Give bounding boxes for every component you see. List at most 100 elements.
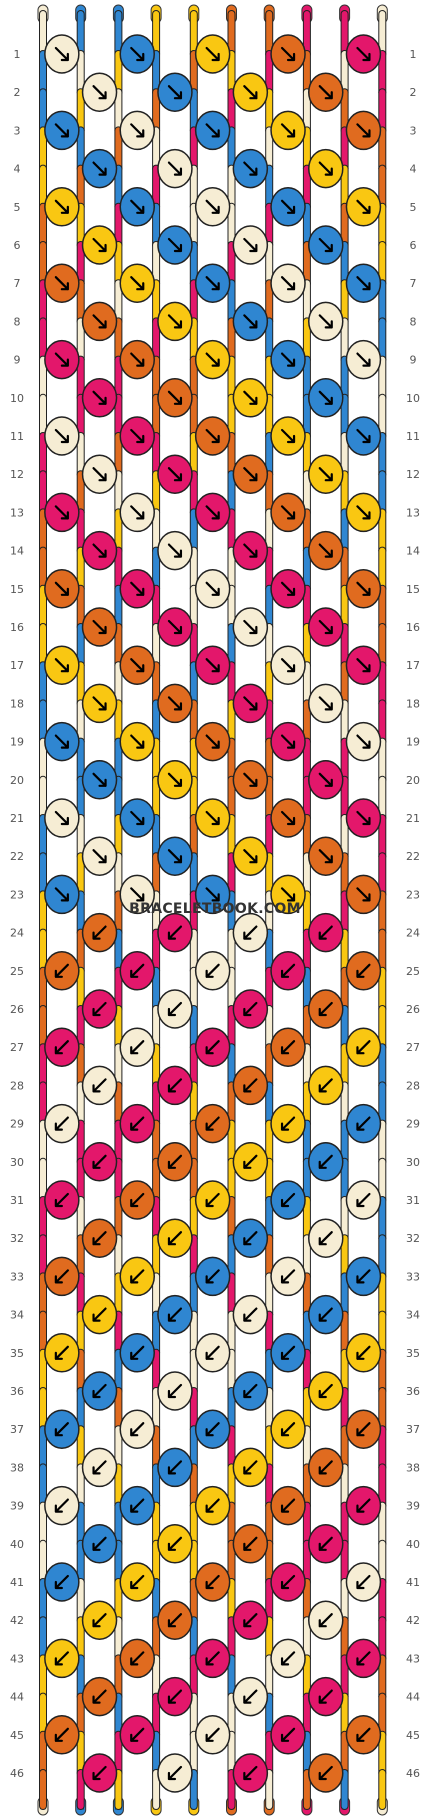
arrow-down-right-icon: [167, 543, 183, 558]
arrow-down-left-icon: [318, 1154, 333, 1169]
row-label-right: 12: [406, 468, 420, 481]
knot: [81, 530, 118, 571]
arrow-down-left-icon: [280, 1345, 296, 1360]
knot: [119, 1180, 155, 1220]
arrow-down-right-icon: [318, 314, 333, 329]
arrow-down-right-icon: [243, 849, 258, 864]
arrow-down-right-icon: [54, 46, 69, 62]
knot: [345, 1256, 382, 1297]
knot: [44, 721, 80, 762]
knot: [157, 301, 193, 342]
arrow-down-right-icon: [318, 696, 333, 711]
row-label-left: 8: [14, 315, 21, 328]
knot: [194, 1256, 231, 1297]
arrow-down-right-icon: [243, 467, 258, 482]
arrow-down-right-icon: [243, 314, 258, 329]
arrow-down-left-icon: [54, 1498, 69, 1513]
knot: [119, 1715, 155, 1755]
knot: [44, 263, 80, 303]
knot: [308, 301, 344, 342]
knot: [194, 110, 231, 151]
arrow-down-left-icon: [243, 1154, 258, 1169]
knot: [157, 1753, 193, 1793]
arrow-down-right-icon: [280, 199, 296, 214]
knot: [194, 34, 231, 74]
arrow-down-right-icon: [356, 734, 371, 749]
arrow-down-right-icon: [54, 887, 69, 902]
arrow-down-right-icon: [318, 161, 333, 176]
arrow-down-left-icon: [130, 1574, 145, 1590]
knot: [232, 912, 269, 953]
row-label-right: 11: [406, 430, 420, 443]
arrow-down-right-icon: [243, 772, 258, 787]
knot: [119, 187, 155, 227]
arrow-down-right-icon: [205, 352, 220, 367]
arrow-down-right-icon: [54, 658, 69, 673]
arrow-down-right-icon: [130, 352, 145, 367]
row-labels-left: 1234567891011121314151617181920212223242…: [10, 48, 24, 1780]
arrow-down-right-icon: [318, 237, 333, 253]
row-label-left: 32: [10, 1232, 24, 1245]
arrow-down-left-icon: [243, 1765, 258, 1781]
arrow-down-left-icon: [243, 1078, 258, 1093]
arrow-down-right-icon: [167, 314, 183, 329]
arrow-down-left-icon: [167, 1460, 183, 1475]
row-label-left: 24: [10, 927, 24, 940]
row-label-left: 22: [10, 850, 24, 863]
arrow-down-left-icon: [280, 1422, 296, 1437]
arrow-down-left-icon: [280, 1116, 296, 1131]
knot: [157, 683, 193, 724]
arrow-down-right-icon: [243, 85, 258, 100]
knot: [81, 1600, 118, 1640]
knot: [270, 1180, 306, 1220]
knot: [119, 721, 155, 762]
arrow-down-right-icon: [205, 658, 220, 673]
arrow-down-left-icon: [280, 1651, 296, 1666]
arrow-down-right-icon: [92, 85, 107, 100]
arrow-down-right-icon: [205, 581, 220, 596]
knot: [194, 645, 231, 685]
arrow-down-right-icon: [318, 619, 333, 635]
knot: [44, 1103, 80, 1144]
row-label-right: 43: [406, 1652, 420, 1665]
knot: [194, 492, 231, 533]
arrow-down-left-icon: [205, 1269, 220, 1284]
arrow-down-right-icon: [205, 276, 220, 291]
arrow-down-left-icon: [280, 1192, 296, 1208]
knot: [345, 569, 382, 609]
knot: [308, 1753, 344, 1793]
knot: [194, 721, 231, 762]
arrow-down-left-icon: [243, 1536, 258, 1551]
arrow-down-left-icon: [356, 1574, 371, 1590]
row-label-right: 23: [406, 888, 420, 901]
row-label-left: 31: [10, 1194, 24, 1207]
knot: [308, 1371, 344, 1411]
arrow-down-left-icon: [92, 1536, 107, 1551]
arrow-down-left-icon: [205, 1116, 220, 1131]
knot: [157, 836, 193, 876]
row-label-right: 10: [406, 392, 420, 405]
row-label-left: 45: [10, 1729, 24, 1742]
arrow-down-left-icon: [280, 963, 296, 978]
arrow-down-right-icon: [318, 85, 333, 100]
arrow-down-right-icon: [205, 123, 220, 138]
arrow-down-left-icon: [130, 963, 145, 978]
knot: [44, 951, 80, 991]
arrow-down-left-icon: [318, 1001, 333, 1017]
arrow-down-left-icon: [243, 1383, 258, 1399]
arrow-down-right-icon: [54, 505, 69, 520]
row-label-left: 44: [10, 1691, 24, 1704]
arrow-down-right-icon: [167, 85, 183, 100]
arrow-down-left-icon: [92, 925, 107, 940]
row-label-left: 46: [10, 1767, 24, 1780]
knot: [119, 110, 155, 151]
arrow-down-right-icon: [280, 581, 296, 596]
knot: [194, 1638, 231, 1679]
row-label-right: 8: [410, 315, 417, 328]
knot: [270, 110, 306, 151]
knot: [157, 530, 193, 571]
knot: [308, 1447, 344, 1488]
row-label-left: 36: [10, 1385, 24, 1398]
knot: [270, 1715, 306, 1755]
knots: [44, 34, 382, 1793]
